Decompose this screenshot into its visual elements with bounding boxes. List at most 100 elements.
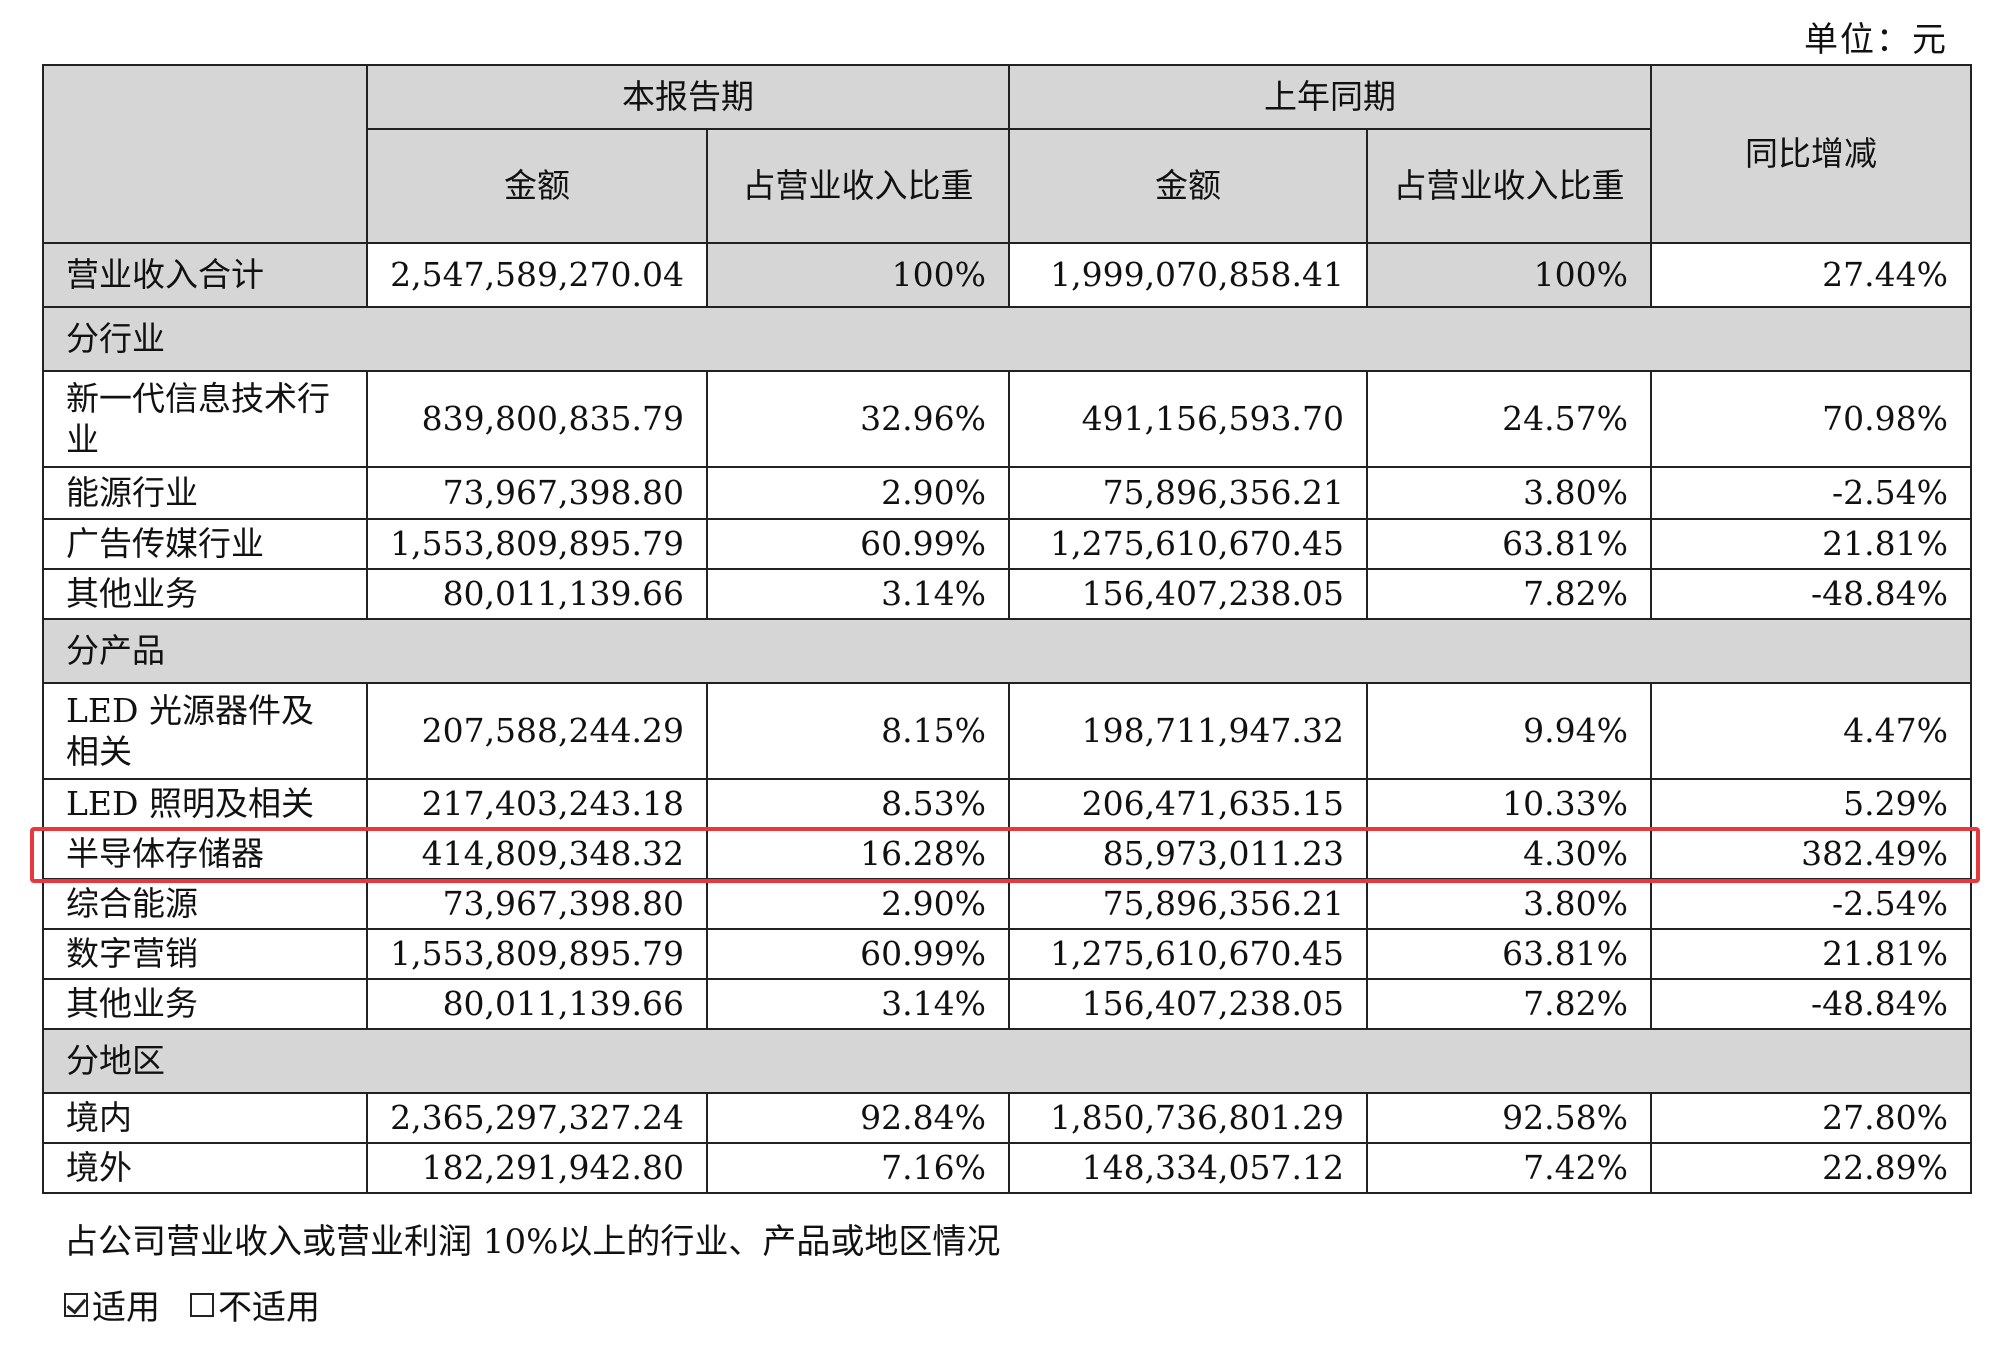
- prev-amount: 148,334,057.12: [1008, 1142, 1368, 1194]
- table-row: LED 光源器件及相关 207,588,244.29 8.15% 198,711…: [42, 682, 1972, 780]
- prev-amount: 206,471,635.15: [1008, 778, 1368, 830]
- cur-amount: 1,553,809,895.79: [366, 518, 708, 570]
- table-row-highlighted: 半导体存储器 414,809,348.32 16.28% 85,973,011.…: [42, 828, 1972, 880]
- cur-amount: 839,800,835.79: [366, 370, 708, 468]
- section-title: 分产品: [42, 618, 1972, 684]
- row-label: 数字营销: [42, 928, 368, 980]
- cur-amount: 2,365,297,327.24: [366, 1092, 708, 1144]
- table-row: 新一代信息技术行业 839,800,835.79 32.96% 491,156,…: [42, 370, 1972, 468]
- prev-amount: 156,407,238.05: [1008, 978, 1368, 1030]
- table-row: 广告传媒行业 1,553,809,895.79 60.99% 1,275,610…: [42, 518, 1972, 570]
- row-label: LED 照明及相关: [42, 778, 368, 830]
- header-prev-amount: 金额: [1008, 128, 1368, 244]
- cur-amount: 1,553,809,895.79: [366, 928, 708, 980]
- unit-label: 单位：元: [1804, 20, 1948, 60]
- table-row: LED 照明及相关 217,403,243.18 8.53% 206,471,6…: [42, 778, 1972, 830]
- row-label: 境外: [42, 1142, 368, 1194]
- prev-amount: 1,275,610,670.45: [1008, 928, 1368, 980]
- table-row: 其他业务 80,011,139.66 3.14% 156,407,238.05 …: [42, 978, 1972, 1030]
- row-label: 能源行业: [42, 466, 368, 520]
- cur-share: 3.14%: [706, 568, 1010, 620]
- prev-amount: 1,275,610,670.45: [1008, 518, 1368, 570]
- yoy-change: -2.54%: [1650, 878, 1972, 930]
- prev-amount: 75,896,356.21: [1008, 878, 1368, 930]
- cur-amount: 73,967,398.80: [366, 466, 708, 520]
- yoy-change: 21.81%: [1650, 518, 1972, 570]
- row-label: 半导体存储器: [42, 828, 368, 880]
- prev-amount: 1,999,070,858.41: [1008, 242, 1368, 308]
- table-row: 能源行业 73,967,398.80 2.90% 75,896,356.21 3…: [42, 466, 1972, 520]
- row-label: LED 光源器件及相关: [42, 682, 368, 780]
- header-corner: [42, 64, 368, 244]
- not-applicable-label: 不适用: [218, 1288, 320, 1328]
- revenue-breakdown-table: 本报告期 上年同期 同比增减 金额 占营业收入比重 金额 占营业收入比重 营业收…: [42, 64, 1972, 1194]
- cur-share: 92.84%: [706, 1092, 1010, 1144]
- row-label: 营业收入合计: [42, 242, 368, 308]
- row-label: 广告传媒行业: [42, 518, 368, 570]
- yoy-change: -48.84%: [1650, 568, 1972, 620]
- highlight-box: [30, 827, 1980, 883]
- prev-share: 7.42%: [1366, 1142, 1652, 1194]
- cur-amount: 207,588,244.29: [366, 682, 708, 780]
- yoy-change: 27.44%: [1650, 242, 1972, 308]
- table-row: 境内 2,365,297,327.24 92.84% 1,850,736,801…: [42, 1092, 1972, 1144]
- header-cur-share: 占营业收入比重: [706, 128, 1010, 244]
- yoy-change: 5.29%: [1650, 778, 1972, 830]
- applicability-options: 适用 不适用: [64, 1280, 320, 1329]
- yoy-change: -48.84%: [1650, 978, 1972, 1030]
- cur-share: 100%: [706, 242, 1010, 308]
- prev-amount: 491,156,593.70: [1008, 370, 1368, 468]
- header-cur-amount: 金额: [366, 128, 708, 244]
- prev-amount: 85,973,011.23: [1008, 828, 1368, 880]
- table-row: 综合能源 73,967,398.80 2.90% 75,896,356.21 3…: [42, 878, 1972, 930]
- prev-share: 9.94%: [1366, 682, 1652, 780]
- prev-share: 10.33%: [1366, 778, 1652, 830]
- cur-amount: 2,547,589,270.04: [366, 242, 708, 308]
- prev-share: 100%: [1366, 242, 1652, 308]
- section-row: 分地区: [42, 1028, 1972, 1094]
- cur-amount: 80,011,139.66: [366, 568, 708, 620]
- prev-share: 7.82%: [1366, 568, 1652, 620]
- yoy-change: 27.80%: [1650, 1092, 1972, 1144]
- yoy-change: 4.47%: [1650, 682, 1972, 780]
- prev-amount: 75,896,356.21: [1008, 466, 1368, 520]
- prev-amount: 198,711,947.32: [1008, 682, 1368, 780]
- cur-share: 8.53%: [706, 778, 1010, 830]
- row-label: 综合能源: [42, 878, 368, 930]
- table-row: 数字营销 1,553,809,895.79 60.99% 1,275,610,6…: [42, 928, 1972, 980]
- prev-amount: 156,407,238.05: [1008, 568, 1368, 620]
- cur-share: 7.16%: [706, 1142, 1010, 1194]
- table-row: 其他业务 80,011,139.66 3.14% 156,407,238.05 …: [42, 568, 1972, 620]
- section-title: 分行业: [42, 306, 1972, 372]
- cur-amount: 73,967,398.80: [366, 878, 708, 930]
- section-row: 分行业: [42, 306, 1972, 372]
- row-label: 其他业务: [42, 978, 368, 1030]
- total-row: 营业收入合计 2,547,589,270.04 100% 1,999,070,8…: [42, 242, 1972, 308]
- table-row: 境外 182,291,942.80 7.16% 148,334,057.12 7…: [42, 1142, 1972, 1194]
- cur-share: 60.99%: [706, 928, 1010, 980]
- cur-amount: 80,011,139.66: [366, 978, 708, 1030]
- prev-share: 7.82%: [1366, 978, 1652, 1030]
- prev-share: 24.57%: [1366, 370, 1652, 468]
- checked-box-icon[interactable]: [64, 1292, 88, 1317]
- unchecked-box-icon[interactable]: [190, 1292, 214, 1317]
- row-label: 境内: [42, 1092, 368, 1144]
- prev-share: 3.80%: [1366, 466, 1652, 520]
- yoy-change: 22.89%: [1650, 1142, 1972, 1194]
- header-prev-share: 占营业收入比重: [1366, 128, 1652, 244]
- applicable-label: 适用: [92, 1288, 160, 1328]
- section-title: 分地区: [42, 1028, 1972, 1094]
- note-text: 占公司营业收入或营业利润 10%以上的行业、产品或地区情况: [64, 1222, 1001, 1262]
- row-label: 新一代信息技术行业: [42, 370, 368, 468]
- prev-share: 92.58%: [1366, 1092, 1652, 1144]
- cur-share: 8.15%: [706, 682, 1010, 780]
- cur-share: 32.96%: [706, 370, 1010, 468]
- row-label: 其他业务: [42, 568, 368, 620]
- header-prior-period: 上年同期: [1008, 64, 1652, 130]
- header-yoy: 同比增减: [1650, 64, 1972, 244]
- cur-amount: 217,403,243.18: [366, 778, 708, 830]
- cur-amount: 182,291,942.80: [366, 1142, 708, 1194]
- cur-share: 2.90%: [706, 466, 1010, 520]
- header-current-period: 本报告期: [366, 64, 1010, 130]
- yoy-change: 382.49%: [1650, 828, 1972, 880]
